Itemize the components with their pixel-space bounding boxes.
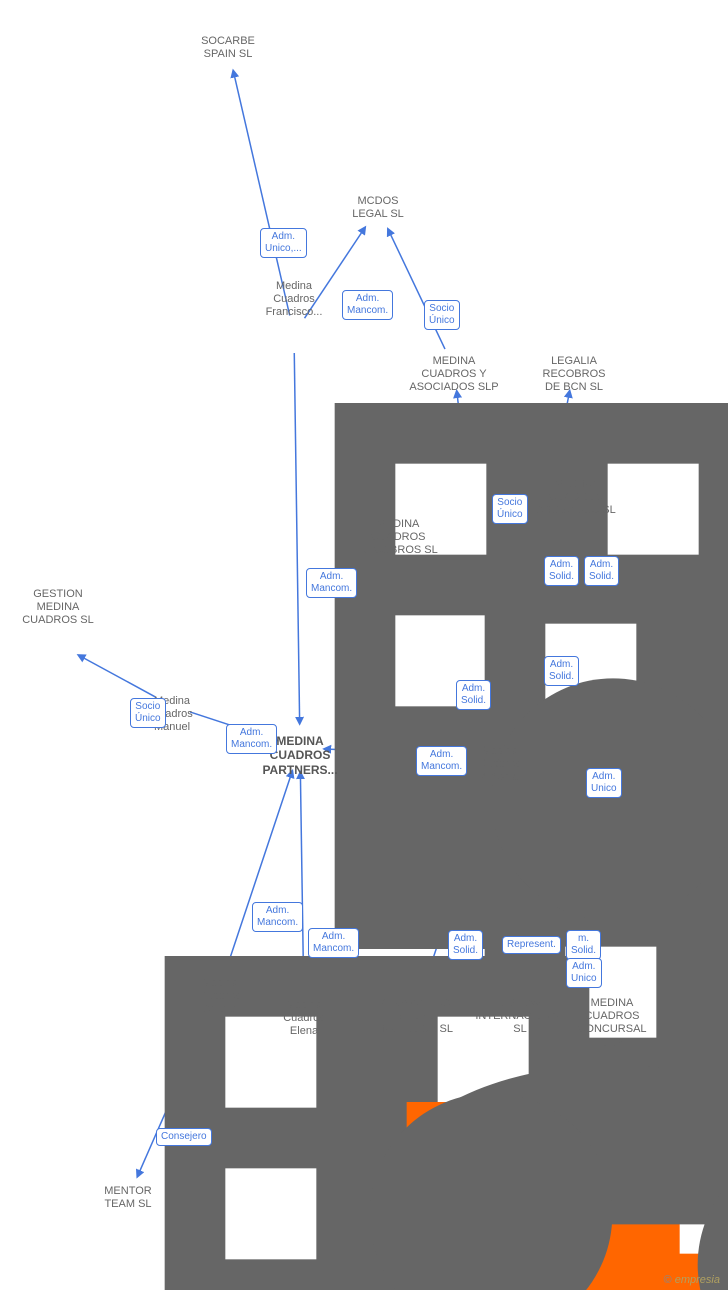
edge-label: Adm. Mancom. [416, 746, 467, 776]
edge-line [137, 1005, 212, 1177]
node-abogados[interactable]: MEDINA CUADROS ABOGADOS SL [531, 474, 621, 518]
edge-line [388, 229, 445, 349]
edge-label: Adm. Solid. [456, 680, 491, 710]
node-iuslawint[interactable]: IUS. LAW INTERNACIONAL SL [475, 993, 565, 1037]
node-label: MEDINA CUADROS ABOGADOS SL [531, 478, 621, 518]
edge-label: Represent. [502, 936, 561, 954]
node-legalia[interactable]: LEGALIA RECOBROS DE BCN SL [529, 351, 619, 395]
copyright-text: empresia [675, 1274, 720, 1286]
node-label: SOCARBE SPAIN SL [183, 35, 273, 61]
edge-label: Adm. Mancom. [226, 724, 277, 754]
edge-label: Socio Único [424, 300, 460, 330]
node-recobros[interactable]: MEDINA CUADROS RECOBROS SL [353, 514, 443, 558]
edge-label: Adm. Mancom. [342, 290, 393, 320]
node-label: Medina Cuadros Elena [259, 999, 349, 1039]
node-label: ALVAMARINA GRUPO INVERSOR SL [371, 997, 461, 1037]
node-elena[interactable]: Medina Cuadros Elena [259, 995, 349, 1039]
node-label: MEDINA CUADROS CONCURSAL SLP [567, 997, 657, 1050]
node-alvamarina[interactable]: ALVAMARINA GRUPO INVERSOR SL [371, 993, 461, 1037]
copyright: © empresia [664, 1274, 720, 1286]
node-amelia[interactable]: Medina Cuadros Amelia [175, 973, 265, 1017]
node-label: LEGALIA RECOBROS DE BCN SL [529, 355, 619, 395]
node-socarbe[interactable]: SOCARBE SPAIN SL [183, 31, 273, 61]
edge-label: Socio Único [130, 698, 166, 728]
edge-line [226, 771, 292, 970]
edge-label: Consejero [156, 1128, 212, 1146]
edge-line [294, 353, 299, 724]
edge-label: Adm. Unico [586, 768, 622, 798]
edge-label: Adm. Solid. [544, 556, 579, 586]
node-label: MEDINA CUADROS Y ASOCIADOS SLP [409, 355, 499, 395]
edge-label: Adm. Mancom. [252, 902, 303, 932]
edge-label: Adm. Unico,... [260, 228, 307, 258]
node-asociados[interactable]: MEDINA CUADROS Y ASOCIADOS SLP [409, 351, 499, 395]
edge-label: Adm. Mancom. [306, 568, 357, 598]
node-label: IUS. LAW INTERNACIONAL SL [475, 997, 565, 1037]
edge-label: Socio Único [492, 494, 528, 524]
edge-line [300, 772, 303, 991]
edge-label: Adm. Solid. [584, 556, 619, 586]
node-label: MENTOR TEAM SL [83, 1185, 173, 1211]
node-antonio[interactable]: Medina Cuadros Antonio [455, 741, 545, 785]
node-mentor[interactable]: MENTOR TEAM SL [83, 1181, 173, 1211]
edge-line [409, 594, 490, 739]
edge-line [501, 775, 518, 987]
node-label: MCDOS LEGAL SL [333, 195, 423, 221]
node-label: Medina Cuadros Francisco... [249, 280, 339, 320]
node-label: Medina Cuadros Antonio [455, 745, 545, 785]
copyright-symbol: © [664, 1274, 672, 1286]
node-label: MEDINA CUADROS RECOBROS SL [353, 518, 443, 558]
node-francisco[interactable]: Medina Cuadros Francisco... [249, 276, 339, 320]
edge-label: Adm. Solid. [544, 656, 579, 686]
edge-label: Adm. Solid. [448, 930, 483, 960]
node-gestion[interactable]: GESTION MEDINA CUADROS SL [13, 584, 103, 628]
edge-label: Adm. Unico [566, 958, 602, 988]
edge-label: m. Solid. [566, 930, 601, 960]
node-iuslawfirm[interactable]: IUS. LAW FIRM SL [567, 817, 657, 847]
node-concursal[interactable]: MEDINA CUADROS CONCURSAL SLP [567, 993, 657, 1050]
edge-label: Adm. Mancom. [308, 928, 359, 958]
node-mcdos[interactable]: MCDOS LEGAL SL [333, 191, 423, 221]
node-label: IUS. LAW FIRM SL [567, 821, 657, 847]
node-label: Medina Cuadros Amelia [175, 977, 265, 1017]
node-label: GESTION MEDINA CUADROS SL [13, 588, 103, 628]
